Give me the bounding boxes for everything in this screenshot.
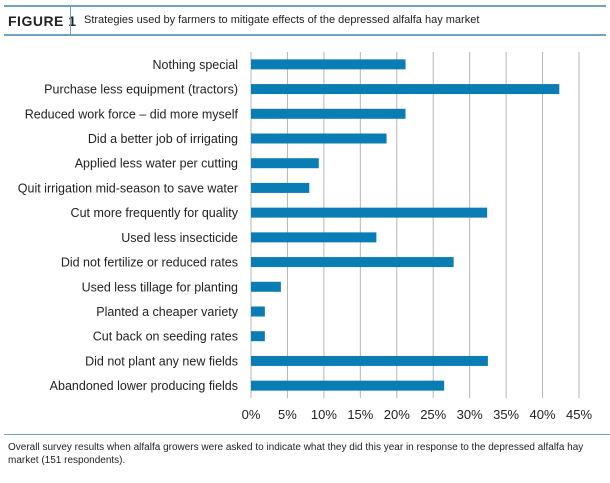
category-label: Applied less water per cutting (75, 157, 238, 171)
figure-label: FIGURE 1 (8, 13, 77, 29)
x-tick-label: 45% (566, 407, 592, 422)
category-label: Planted a cheaper variety (96, 305, 239, 319)
category-label: Cut back on seeding rates (93, 330, 238, 344)
x-tick-label: 10% (311, 407, 337, 422)
x-tick-label: 25% (420, 407, 446, 422)
bar-chart: 0% 5% 10% 15% 20% 25% 30% 35% 40% 45% Nothing spec… (18, 52, 592, 422)
bar (251, 182, 310, 193)
bar (251, 133, 387, 144)
bar (251, 158, 319, 169)
bar (251, 84, 560, 95)
category-label: Nothing special (153, 58, 238, 72)
bar (251, 232, 377, 243)
bar (251, 257, 454, 268)
x-tick-label: 35% (493, 407, 519, 422)
category-label: Cut more frequently for quality (71, 206, 239, 220)
bar (251, 59, 406, 70)
x-tick-label: 5% (278, 407, 297, 422)
chart-title: Strategies used by farmers to mitigate e… (84, 14, 480, 26)
header-divider (70, 7, 71, 34)
category-label: Purchase less equipment (tractors) (44, 83, 238, 97)
category-label: Used less tillage for planting (82, 280, 238, 294)
x-tick-label: 0% (242, 407, 261, 422)
category-label: Did a better job of irrigating (88, 132, 238, 146)
bar (251, 331, 265, 342)
category-label: Reduced work force – did more myself (25, 107, 239, 121)
category-label: Used less insecticide (121, 231, 238, 245)
bar (251, 355, 488, 366)
category-label: Abandoned lower producing fields (50, 379, 238, 393)
x-tick-label: 20% (384, 407, 410, 422)
bar (251, 380, 445, 391)
category-label: Did not fertilize or reduced rates (61, 256, 238, 270)
x-tick-label: 15% (347, 407, 373, 422)
figure-header: FIGURE 1 Strategies used by farmers to m… (4, 5, 606, 36)
bar (251, 306, 265, 317)
caption: Overall survey results when alfalfa grow… (4, 434, 610, 467)
bar (251, 207, 488, 218)
x-tick-label: 30% (457, 407, 483, 422)
category-label: Quit irrigation mid-season to save water (18, 181, 238, 195)
category-label: Did not plant any new fields (85, 354, 238, 368)
bar (251, 281, 281, 292)
bar (251, 108, 406, 119)
x-tick-label: 40% (530, 407, 556, 422)
